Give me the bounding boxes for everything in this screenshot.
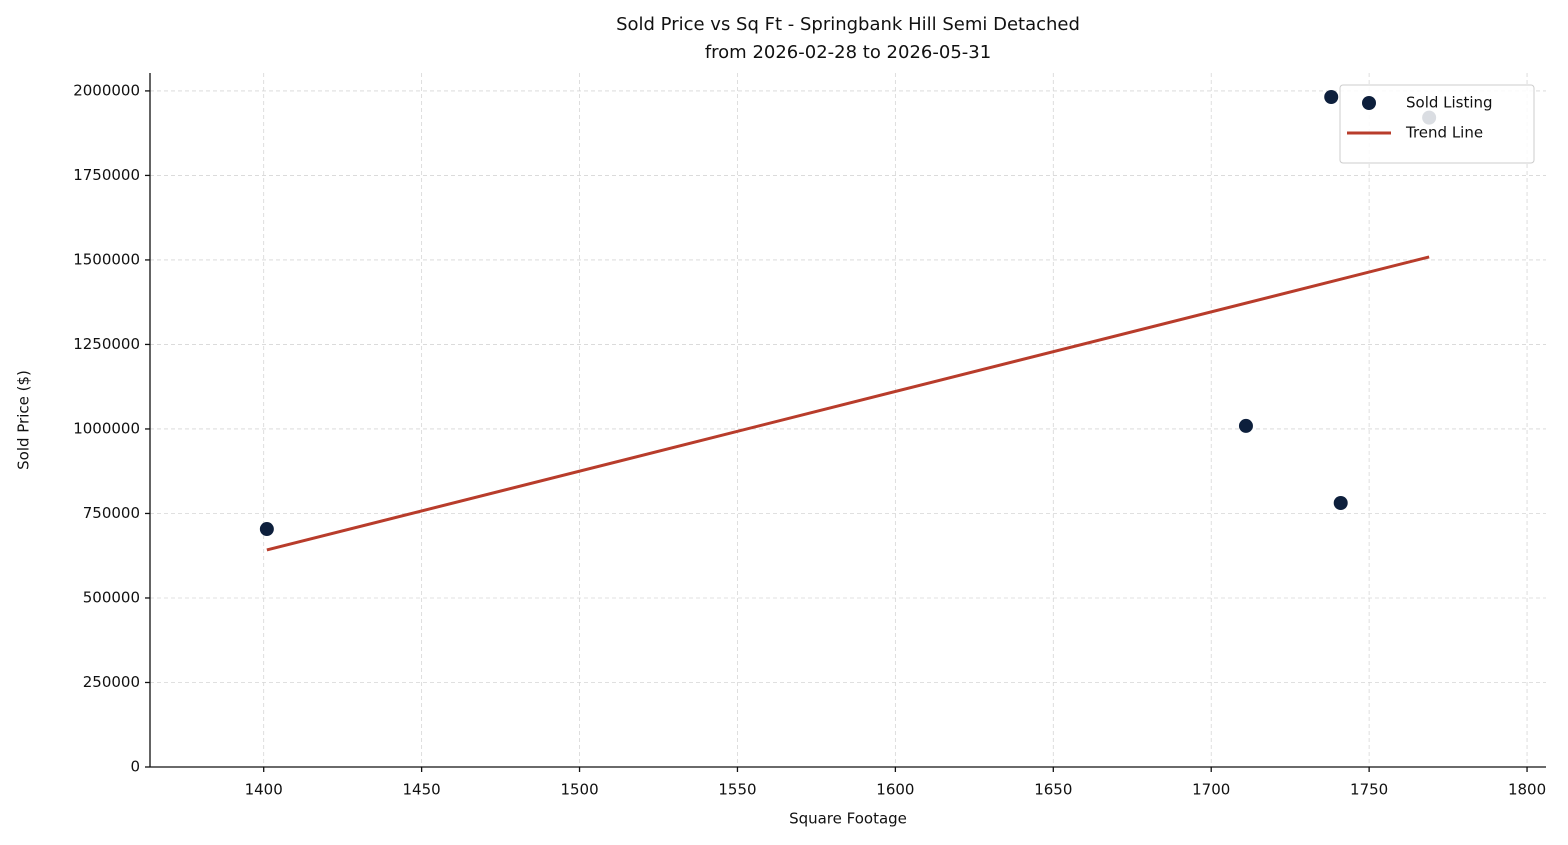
- chart-subtitle: from 2026-02-28 to 2026-05-31: [705, 42, 991, 63]
- data-point: [1324, 90, 1339, 105]
- y-tick-label: 500000: [83, 588, 140, 606]
- y-tick-label: 1250000: [73, 335, 140, 353]
- y-tick-label: 250000: [83, 673, 140, 691]
- legend-swatch: [1362, 96, 1376, 110]
- x-tick-label: 1800: [1508, 781, 1546, 799]
- x-axis-label: Square Footage: [789, 810, 907, 828]
- x-tick-label: 1700: [1192, 781, 1230, 799]
- data-point: [259, 522, 274, 537]
- chart-title: Sold Price vs Sq Ft - Springbank Hill Se…: [616, 14, 1080, 35]
- y-tick-label: 1750000: [73, 166, 140, 184]
- x-tick-label: 1450: [403, 781, 441, 799]
- x-tick-label: 1650: [1034, 781, 1072, 799]
- legend-label: Sold Listing: [1406, 94, 1493, 112]
- x-tick-label: 1550: [718, 781, 756, 799]
- y-tick-label: 2000000: [73, 81, 140, 99]
- data-point: [1238, 418, 1253, 433]
- y-tick-label: 1500000: [73, 250, 140, 268]
- y-tick-label: 0: [130, 758, 140, 776]
- y-axis-label: Sold Price ($): [15, 370, 33, 470]
- x-tick-label: 1400: [245, 781, 283, 799]
- x-tick-label: 1600: [876, 781, 914, 799]
- legend-box: [1339, 84, 1535, 164]
- x-tick-label: 1500: [560, 781, 598, 799]
- data-point: [1333, 495, 1348, 510]
- trend-line: [266, 255, 1430, 552]
- x-tick-label: 1750: [1350, 781, 1388, 799]
- legend-label: Trend Line: [1405, 124, 1483, 142]
- y-tick-label: 1000000: [73, 419, 140, 437]
- y-tick-label: 750000: [83, 504, 140, 522]
